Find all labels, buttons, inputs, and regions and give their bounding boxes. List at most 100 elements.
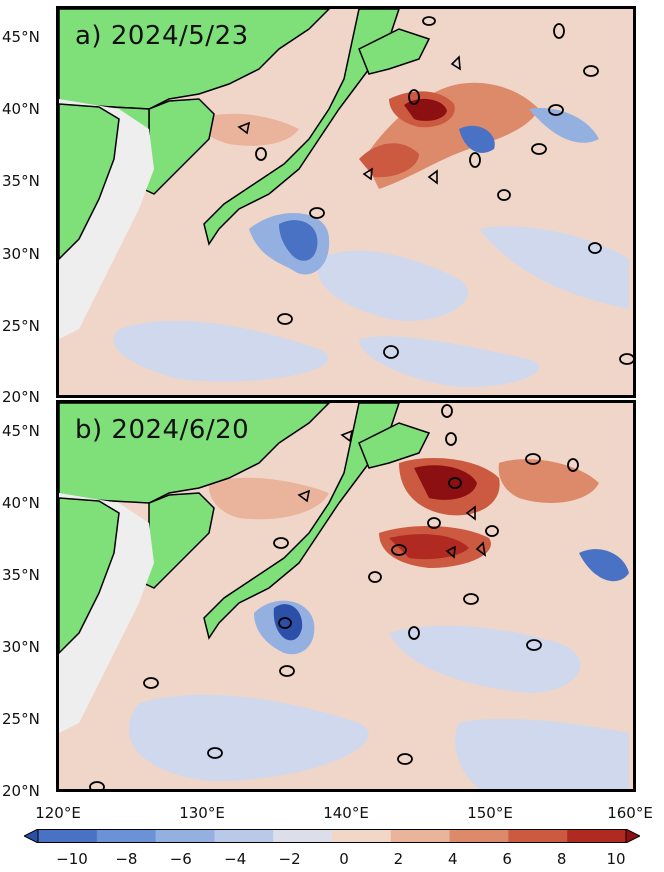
eddy-marker bbox=[445, 432, 457, 446]
warm-eddy-core bbox=[414, 465, 477, 500]
triangle-marker bbox=[237, 121, 251, 135]
colorbar-tick-label: 4 bbox=[448, 850, 458, 868]
lat-tick-label: 20°N bbox=[2, 782, 40, 800]
eddy-marker bbox=[408, 89, 420, 105]
lat-tick-label: 45°N bbox=[2, 28, 40, 46]
lat-tick-label: 40°N bbox=[2, 100, 40, 118]
triangle-marker bbox=[475, 541, 487, 557]
eddy-marker bbox=[583, 65, 599, 77]
eddy-marker bbox=[448, 477, 462, 489]
negative-anomaly-region bbox=[359, 336, 540, 388]
triangle-marker bbox=[340, 429, 354, 443]
triangle-marker bbox=[427, 169, 438, 185]
lat-tick-label: 20°N bbox=[2, 388, 40, 406]
eddy-marker bbox=[463, 593, 479, 605]
eddy-marker bbox=[485, 525, 499, 537]
lat-tick-label: 45°N bbox=[2, 422, 40, 440]
eddy-marker bbox=[89, 781, 105, 789]
colorbar-tick-label: −2 bbox=[278, 850, 301, 868]
cold-eddy-core bbox=[273, 604, 303, 641]
eddy-marker bbox=[273, 537, 289, 549]
lat-tick-label: 35°N bbox=[2, 172, 40, 190]
negative-anomaly-region bbox=[479, 226, 629, 309]
negative-anomaly-region bbox=[455, 718, 629, 789]
land-china-coast bbox=[59, 497, 120, 655]
eddy-marker bbox=[422, 16, 436, 26]
triangle-marker bbox=[362, 167, 373, 181]
eddy-marker bbox=[497, 189, 511, 201]
positive-anomaly-region bbox=[208, 477, 329, 520]
eddy-marker bbox=[531, 143, 547, 155]
land-japan-honshu bbox=[203, 403, 400, 640]
triangle-marker bbox=[450, 55, 461, 71]
lat-tick-label: 30°N bbox=[2, 245, 40, 263]
colorbar-segment bbox=[390, 829, 451, 843]
eddy-marker bbox=[383, 345, 399, 359]
colorbar-tick-label: −10 bbox=[56, 850, 88, 868]
panel-a-title: a) 2024/5/23 bbox=[75, 21, 249, 51]
land-north-asia bbox=[59, 403, 331, 504]
eddy-marker bbox=[278, 617, 292, 629]
negative-anomaly-region bbox=[529, 108, 599, 143]
colorbar-segment bbox=[155, 829, 215, 843]
lat-tick-label: 25°N bbox=[2, 317, 40, 335]
colorbar-segment bbox=[214, 829, 274, 843]
lat-tick-label: 40°N bbox=[2, 494, 40, 512]
eddy-marker bbox=[408, 626, 420, 640]
eddy-marker bbox=[207, 747, 223, 759]
triangle-marker bbox=[445, 545, 456, 559]
lat-tick-label: 35°N bbox=[2, 566, 40, 584]
negative-anomaly-region bbox=[113, 320, 329, 382]
colorbar bbox=[22, 828, 642, 844]
lon-tick-label: 130°E bbox=[179, 804, 225, 822]
colorbar-tick-label: −6 bbox=[169, 850, 192, 868]
eddy-marker bbox=[525, 453, 541, 465]
colorbar-extend-high bbox=[625, 828, 642, 844]
panel-b-title: b) 2024/6/20 bbox=[75, 415, 250, 445]
colorbar-segment bbox=[96, 829, 157, 843]
colorbar-segment bbox=[449, 829, 509, 843]
eddy-marker bbox=[553, 23, 565, 39]
eddy-marker bbox=[567, 458, 579, 472]
colorbar-extend-low bbox=[22, 828, 39, 844]
colorbar-segment bbox=[567, 829, 627, 843]
colorbar-tick-label: 10 bbox=[606, 850, 626, 868]
eddy-marker bbox=[441, 404, 453, 418]
triangle-marker bbox=[465, 505, 476, 521]
eddy-marker bbox=[469, 152, 481, 168]
eddy-marker bbox=[391, 544, 407, 556]
land-japan-honshu bbox=[203, 9, 400, 246]
positive-anomaly-region bbox=[199, 113, 299, 146]
colorbar-segment bbox=[38, 829, 98, 843]
colorbar-segment bbox=[332, 829, 392, 843]
positive-anomaly-region bbox=[359, 143, 419, 178]
lon-tick-label: 160°E bbox=[607, 804, 653, 822]
cold-eddy-core bbox=[279, 220, 318, 261]
lon-tick-label: 120°E bbox=[35, 804, 81, 822]
negative-anomaly-region bbox=[389, 625, 581, 693]
colorbar-segment bbox=[273, 829, 333, 843]
colorbar-tick-label: 8 bbox=[556, 850, 567, 868]
cold-eddy bbox=[459, 125, 495, 153]
eddy-marker bbox=[548, 104, 564, 116]
lat-tick-label: 25°N bbox=[2, 710, 40, 728]
colorbar-tick-label: 6 bbox=[502, 850, 512, 868]
eddy-marker bbox=[143, 677, 159, 689]
eddy-marker bbox=[255, 147, 267, 161]
eddy-marker bbox=[309, 207, 325, 219]
colorbar-graphic bbox=[22, 828, 642, 844]
land-japan-hokkaido bbox=[358, 28, 431, 75]
eddy-marker bbox=[397, 753, 413, 765]
colorbar-tick-label: −8 bbox=[115, 850, 138, 868]
map-panel-b: b) 2024/6/20 bbox=[56, 400, 636, 792]
colorbar-tick-label: 2 bbox=[393, 850, 404, 868]
cold-eddy bbox=[579, 549, 629, 582]
negative-anomaly-region bbox=[128, 694, 369, 782]
eddy-marker bbox=[277, 313, 293, 325]
map-panel-a: a) 2024/5/23 bbox=[56, 6, 636, 398]
eddy-marker bbox=[588, 242, 602, 254]
colorbar-segment bbox=[508, 829, 568, 843]
land-japan-hokkaido bbox=[358, 422, 431, 469]
land-china-coast bbox=[59, 103, 120, 261]
map-b-graphic bbox=[59, 403, 633, 789]
